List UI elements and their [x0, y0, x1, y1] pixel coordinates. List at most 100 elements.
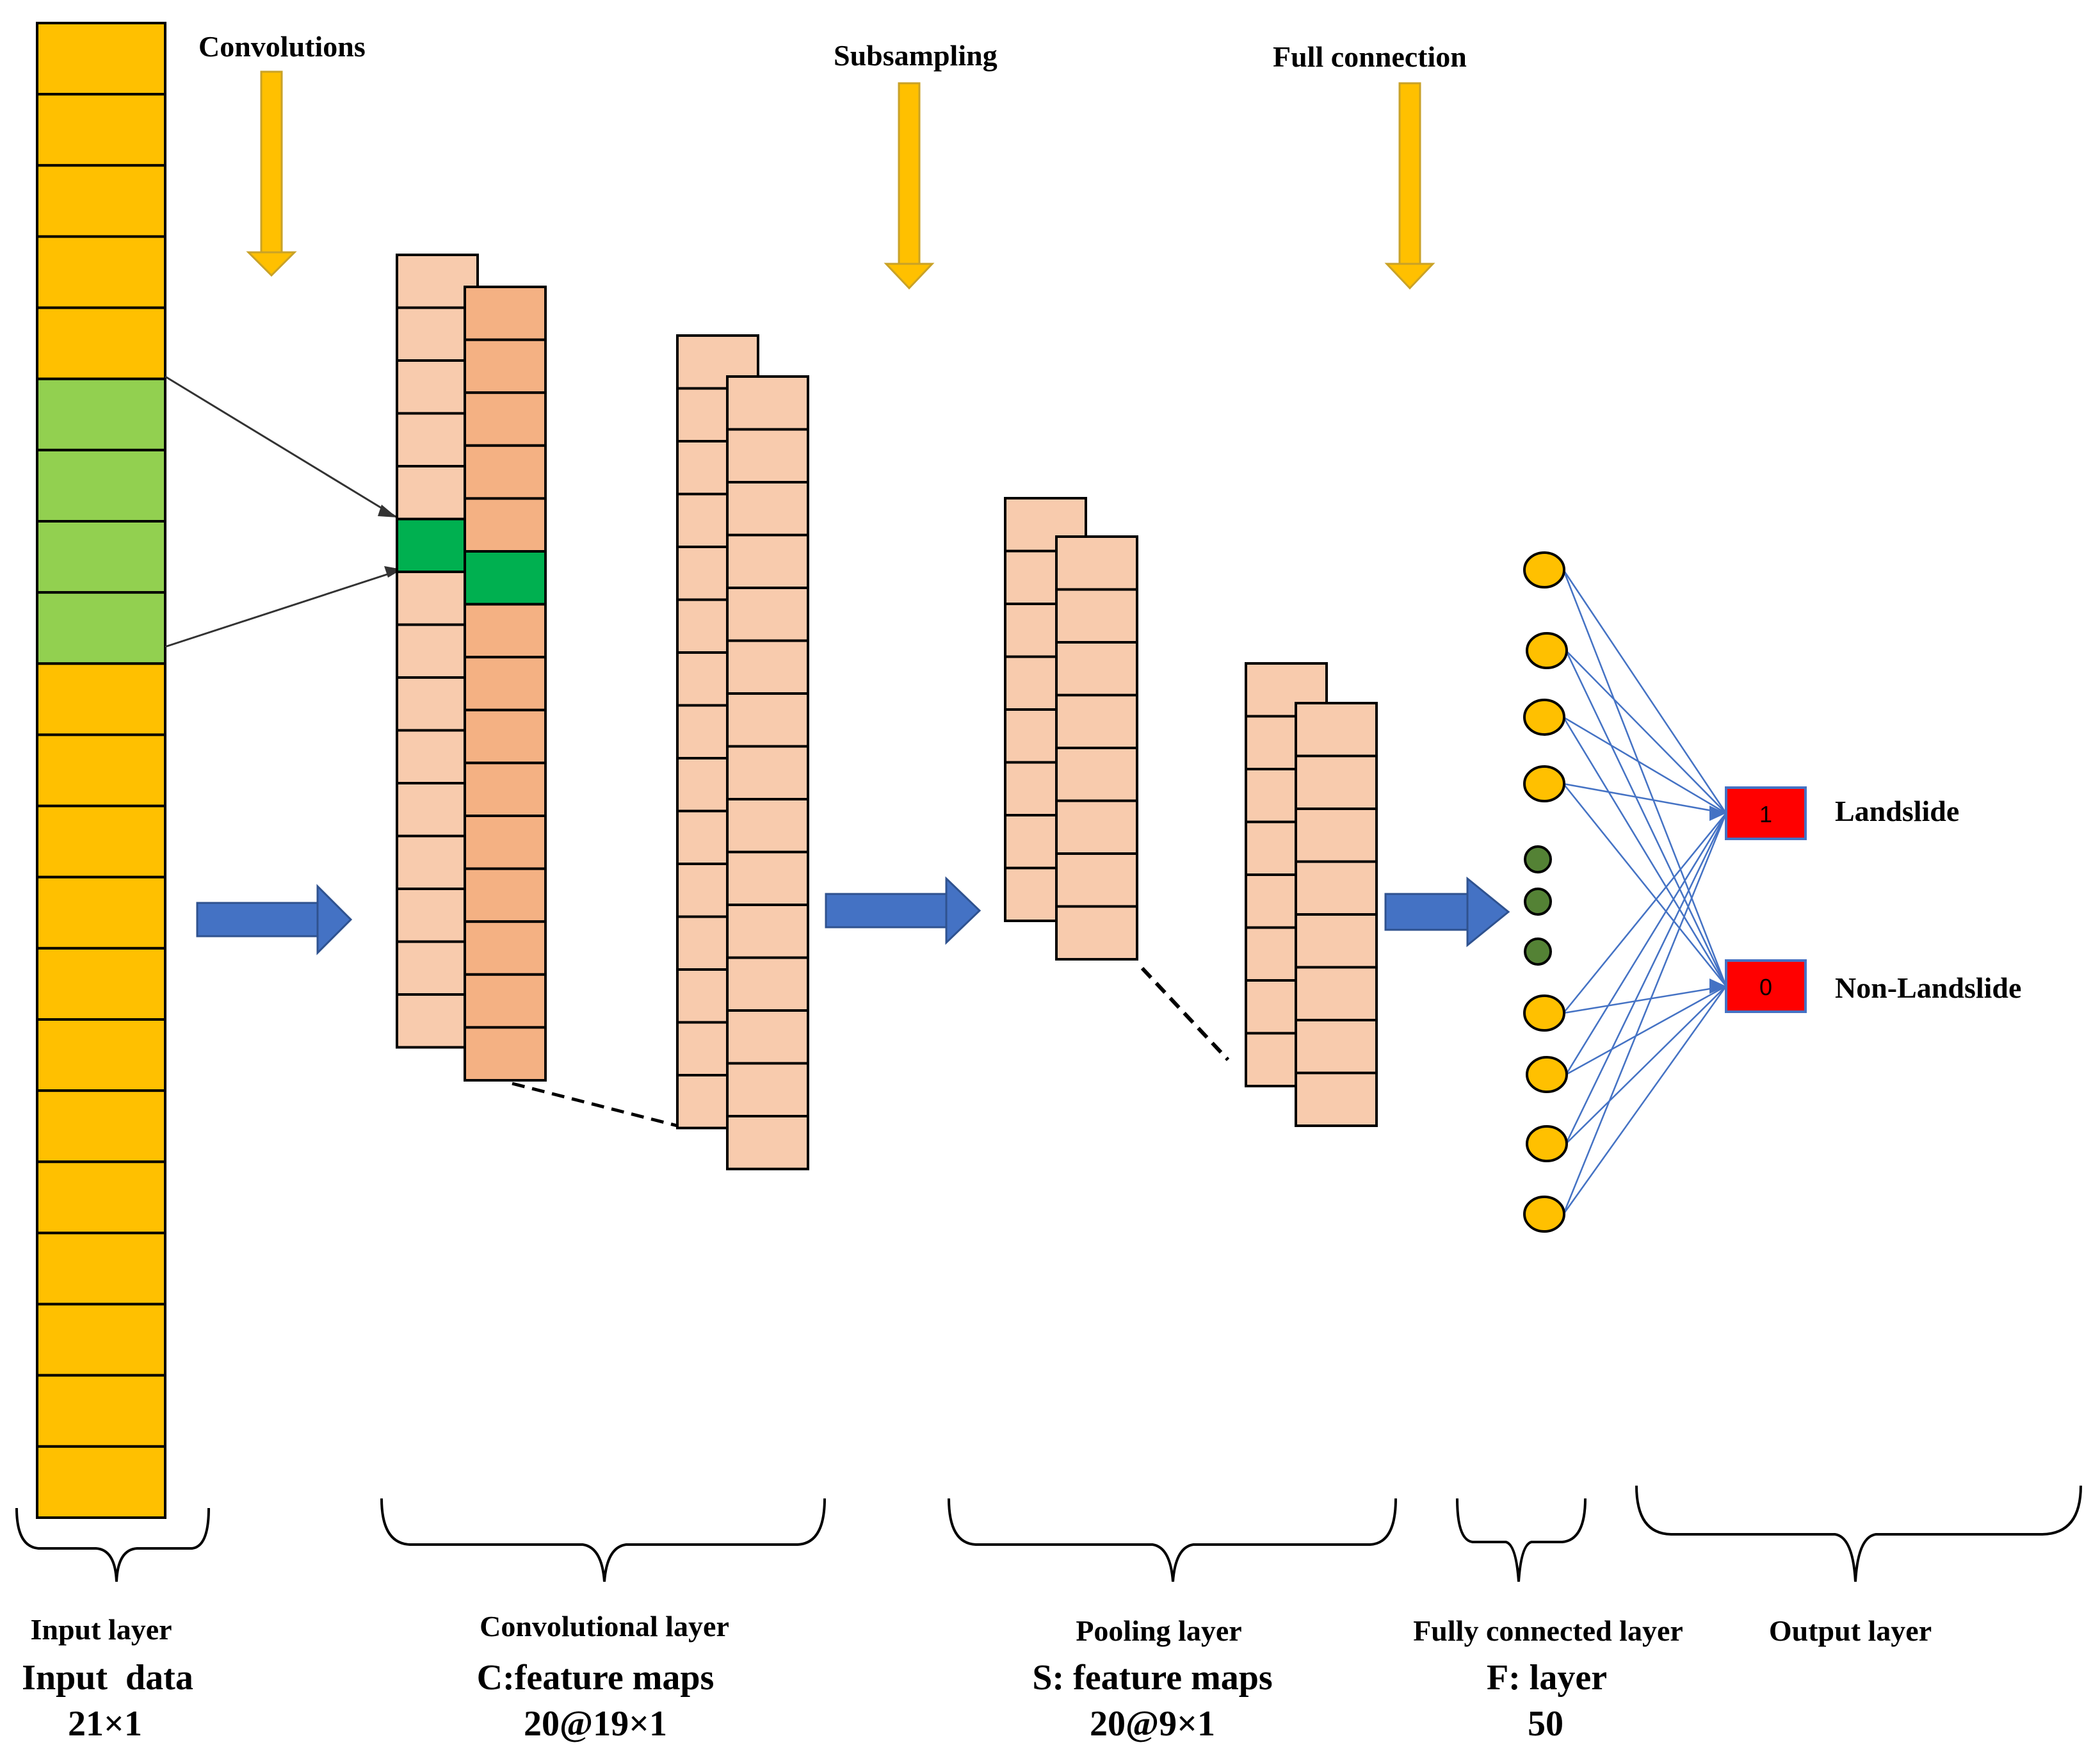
conv-map-back-cell [464, 286, 547, 341]
label-non-landslide: Non-Landslide [1835, 971, 2021, 1004]
input-cell [36, 1445, 166, 1520]
brace-pool [948, 1498, 1397, 1582]
input-cell [36, 946, 166, 1021]
conv-map-back-cell [464, 391, 547, 447]
brace-input [15, 1507, 210, 1582]
conv-map-back-cell [464, 1026, 547, 1082]
conv-map2-back-cell [726, 745, 809, 800]
neuron [1523, 551, 1565, 588]
input-cell [36, 93, 166, 167]
input-layer-line1: Input data [22, 1658, 193, 1698]
input-layer-cells [36, 22, 166, 1520]
neuron [1526, 1125, 1568, 1162]
input-cell [36, 520, 166, 594]
conv-map-back-cell [464, 761, 547, 818]
input-cell [36, 733, 166, 807]
pool-feature-maps-1 [1004, 497, 1138, 961]
pool-map2-back-cell [1295, 1071, 1378, 1127]
connection-line [1563, 716, 1727, 815]
fully-connected-neurons [1523, 551, 1568, 1233]
conv-map2-back-cell [726, 904, 809, 959]
conv-layer-title: Convolutional layer [480, 1610, 729, 1643]
conv-map2-back-cell [726, 639, 809, 695]
pool-map2-back-cell [1295, 860, 1378, 916]
full-connection-lines [1562, 569, 1727, 1215]
connection-line [1565, 650, 1727, 987]
conv-map-back-cell [464, 973, 547, 1029]
neuron [1523, 699, 1565, 736]
pool-map2-back-cell [1295, 913, 1378, 969]
pool-layer-line1: S: feature maps [1032, 1658, 1272, 1698]
connection-line [1565, 650, 1727, 814]
conv-map2-back-cell [726, 481, 809, 537]
connection-arrowhead [1709, 806, 1726, 821]
conv-map-back-cell [464, 708, 547, 765]
neuron [1523, 765, 1565, 802]
conv-layer-line1: C:feature maps [477, 1658, 715, 1698]
connection-line [1562, 569, 1727, 987]
input-layer-title: Input layer [30, 1613, 172, 1646]
pool-map-back-cell [1055, 641, 1138, 697]
conv-map-back-cell [464, 550, 547, 606]
conv-layer-line2: 20@19×1 [524, 1704, 667, 1744]
output-node-landslide: 1 [1725, 786, 1807, 840]
neuron-ellipsis-dot [1524, 845, 1552, 873]
connection-line [1563, 783, 1727, 815]
conv-map2-back-cell [726, 850, 809, 906]
pool-feature-maps-2 [1245, 662, 1378, 1127]
fc-layer-title: Fully connected layer [1413, 1614, 1683, 1647]
conv-map2-back-cell [726, 533, 809, 589]
pool-map-back-cell [1055, 852, 1138, 908]
blue-arrow-1 [196, 884, 353, 955]
pool-layer-title: Pooling layer [1076, 1614, 1241, 1647]
pool-map2-back-cell [1295, 807, 1378, 863]
conv-feature-maps-2 [676, 334, 809, 1171]
input-cell [36, 22, 166, 96]
conv-map2-back-cell [726, 428, 809, 483]
conv-map2-back-cell [726, 798, 809, 854]
conv-map2-back-cell [726, 692, 809, 748]
conv-map-back-cell [464, 338, 547, 394]
connection-line [1562, 813, 1727, 1215]
pool-map-back-cell [1055, 588, 1138, 644]
pool-map2-back-cell [1295, 702, 1378, 758]
input-layer-line2: 21×1 [68, 1704, 142, 1744]
label-landslide: Landslide [1835, 795, 1959, 827]
conv-map-back-cell [464, 656, 547, 711]
input-cell [36, 804, 166, 879]
input-cell [36, 1231, 166, 1306]
conv-feature-maps-1 [396, 254, 547, 1082]
neuron-ellipsis-dot [1524, 937, 1552, 966]
pool-map-back-cell [1055, 694, 1138, 749]
input-cell [36, 1374, 166, 1448]
brace-fc [1456, 1498, 1587, 1582]
input-cell [36, 306, 166, 380]
connection-line [1565, 813, 1727, 1144]
output-value-landslide: 1 [1759, 801, 1772, 827]
input-cell [36, 662, 166, 736]
fc-layer-line2: 50 [1528, 1704, 1563, 1744]
blue-arrow-3 [1384, 876, 1510, 948]
convolution-mapping-lines [165, 375, 402, 648]
pool-map2-back-cell [1295, 1019, 1378, 1075]
connection-line [1562, 569, 1727, 814]
conv-map2-back-cell [726, 956, 809, 1012]
output-value-non-landslide: 0 [1759, 974, 1772, 1000]
conv-map2-back-cell [726, 1115, 809, 1171]
pool-map2-back-cell [1295, 754, 1378, 810]
input-cell [36, 591, 166, 665]
connection-line [1565, 986, 1727, 1144]
pool-map-back-cell [1055, 799, 1138, 855]
conv-map-back-cell [464, 497, 547, 553]
gold-arrow-convolutions [246, 70, 297, 277]
connection-line [1562, 986, 1727, 1215]
input-cell [36, 1089, 166, 1164]
input-cell [36, 235, 166, 309]
neuron [1523, 994, 1565, 1032]
connection-line [1563, 783, 1727, 987]
gold-arrow-full-connection [1384, 82, 1435, 290]
brace-conv [380, 1498, 826, 1582]
blue-arrow-2 [825, 876, 981, 945]
neuron-ellipsis-dot [1524, 888, 1552, 916]
